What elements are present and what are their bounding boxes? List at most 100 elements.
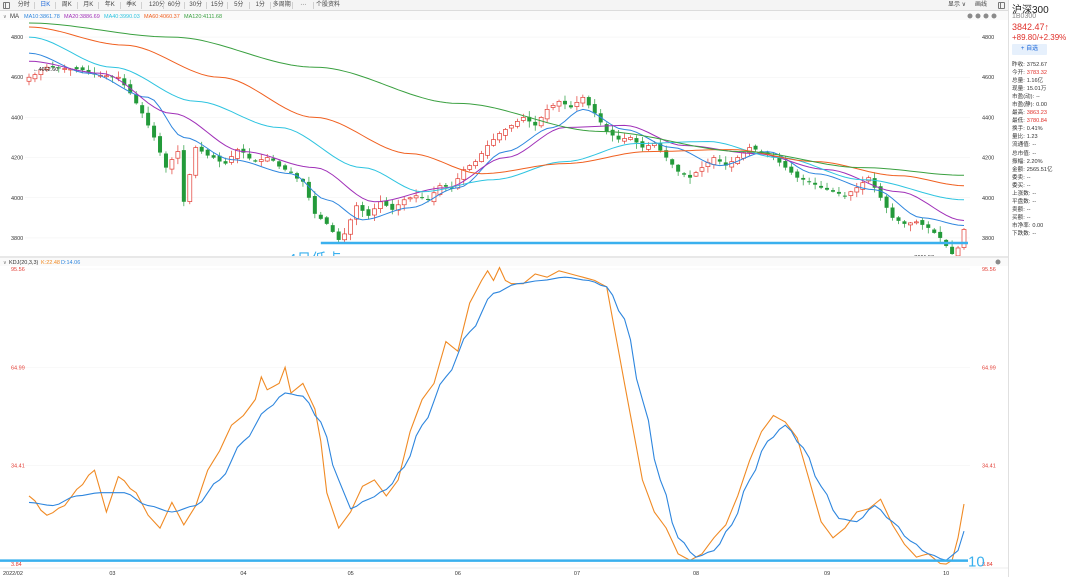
candle-body [586,97,591,106]
candle-body [646,145,651,150]
display-menu[interactable]: 显示 ∨ [948,2,967,8]
candle-body [431,192,437,203]
draw-line-button[interactable]: 画线 [975,2,988,8]
last-price: 3842.47↑ [1012,22,1050,32]
candle-body [86,69,91,73]
candle-body [187,174,193,202]
left-sidebar-toggle-icon[interactable] [3,2,10,9]
candle-body [836,191,841,194]
candle-body [527,116,532,122]
tab-9[interactable]: 15分 [210,2,224,8]
candle-body [324,217,329,224]
candle-body [938,231,943,238]
candle-body [789,166,794,173]
y-tick-left: 4800 [11,35,23,41]
index-name: 沪深300 [1012,5,1049,16]
candle-body [890,207,895,218]
tab-separator [291,2,293,9]
candle-body [247,153,252,159]
candle-body [955,247,961,257]
tab-10[interactable]: 5分 [234,2,244,8]
candle-body [330,225,335,232]
candle-body [420,197,425,199]
tab-6[interactable]: 120分 [148,2,165,8]
quote-stats-list: 昨收: 3752.67 今开: 3783.32 总量: 1.16亿 现量: 15.01万 市盈(… [1012,61,1078,238]
tab-8[interactable]: 30分 [189,2,203,8]
y-tick-right: 3800 [982,236,994,242]
close-icon [991,13,997,19]
candle-body [277,161,282,167]
right-sidebar-toggle-icon[interactable] [998,2,1005,9]
tab-4[interactable]: 年K [104,2,115,8]
candle-body [211,155,216,158]
candle-body [664,150,669,158]
candle-body [426,198,431,200]
candle-body [682,173,687,175]
price-change: +89.80/+2.39% [1012,33,1067,42]
high-marker-label: ←4662.60 [33,67,58,73]
stat-row: 量比: 1.23 [1012,133,1078,141]
candle-body [872,178,877,188]
stat-row: 市净率: 0.00 [1012,222,1078,230]
add-watchlist-button[interactable]: + 自选 [1012,44,1047,55]
tab-14[interactable]: 个股资料 [315,2,340,8]
candle-body [354,205,359,220]
tab-0[interactable]: 分时 [17,2,30,8]
tab-5[interactable]: 季K [126,2,137,8]
stat-label: 市盈(静): [1012,102,1035,109]
candle-body [854,187,860,193]
stat-row: 总量: 1.16亿 [1012,77,1078,85]
stat-label: 上涨数: [1012,190,1031,197]
tab-separator [162,2,164,9]
tab-12[interactable]: 多周期 [272,2,291,8]
ma-legend-ma20: MA20:3886.69 [64,14,100,20]
candle-body [283,165,288,170]
stat-label: 最低: [1012,118,1025,125]
candle-body [312,196,317,214]
stat-row: 平盘数: -- [1012,198,1078,206]
candle-body [848,191,854,196]
y-tick-right: 4600 [982,75,994,81]
tab-3[interactable]: 月K [83,2,94,8]
candle-body [622,138,627,142]
collapse-chevron-icon: ∨ [3,260,7,266]
stat-label: 委买: [1012,182,1025,189]
candle-body [503,129,508,136]
stat-label: 今开: [1012,70,1025,77]
stat-row: 最低: 3780.84 [1012,117,1078,125]
candle-body [169,159,175,170]
candle-body [241,148,246,153]
ma-line-ma120 [28,22,965,176]
stat-value: 15.01万 [1026,86,1047,93]
stat-label: 平盘数: [1012,198,1031,205]
tab-separator [313,2,314,9]
tab-separator [55,2,56,9]
tab-13[interactable]: ··· [300,2,307,8]
candle-body [676,164,681,172]
candle-body [616,135,621,140]
stat-value: 3863.23 [1026,110,1047,117]
candle-body [497,133,502,141]
candle-body [556,100,562,107]
candle-body [360,205,365,211]
stat-label: 总市值: [1012,150,1031,157]
tab-2[interactable]: 周K [61,2,72,8]
tab-7[interactable]: 60分 [167,2,181,8]
x-tick-label: 2022/02 [3,571,23,577]
zoom-in-icon [975,13,981,19]
candle-body [407,197,413,200]
candle-body [878,186,883,198]
candle-body [62,68,68,70]
stat-label: 总量: [1012,78,1025,85]
stat-value: 0.00 [1036,102,1047,109]
tab-11[interactable]: 1分 [255,2,265,8]
candle-body [658,143,663,151]
y-tick-left: 4600 [11,75,23,81]
tab-1[interactable]: 日K [40,2,51,8]
kline-chart-area[interactable]: ∨ MA MA10:3861.78 MA20:3886.69 MA40:3990.03 M… [0,11,1008,577]
kdj-y-tick-right: 95.56 [982,267,996,273]
candle-body [342,233,347,241]
candle-body [485,145,490,156]
candle-body [568,105,573,108]
stat-label: 振幅: [1012,158,1025,165]
